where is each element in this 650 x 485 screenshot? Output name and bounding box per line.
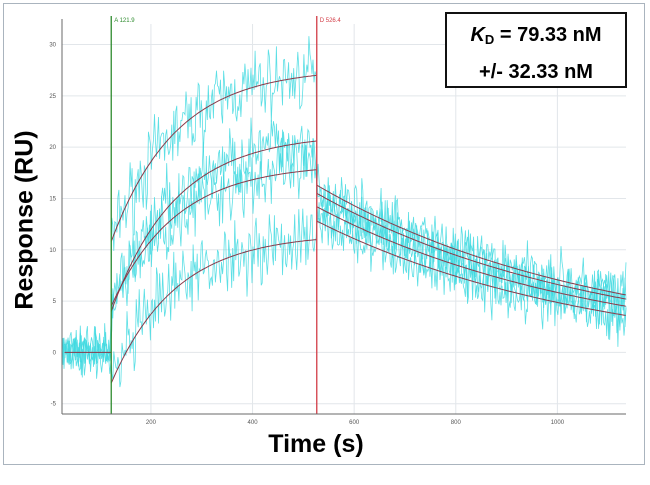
kd-annotation-box: KD = 79.33 nM +/- 32.33 nM: [445, 12, 627, 88]
association-marker-label: A 121.9: [114, 18, 135, 24]
raw-data-layer: [61, 36, 627, 388]
y-tick-label: 0: [53, 350, 57, 356]
fit-dissociation-4: [316, 220, 626, 316]
fit-dissociation-1: [316, 184, 626, 296]
y-tick-label: 5: [53, 299, 57, 305]
kd-value-line: KD = 79.33 nM: [447, 19, 625, 56]
kd-subscript: D: [484, 32, 495, 47]
x-axis-label: Time (s): [268, 430, 364, 458]
y-tick-label: -5: [51, 402, 57, 408]
kd-value: = 79.33 nM: [499, 24, 602, 46]
fit-dissociation-2: [316, 192, 626, 300]
kd-symbol: K: [470, 24, 485, 46]
y-axis-label: Response (RU): [10, 130, 39, 310]
raw-trace-4: [61, 202, 627, 388]
fit-association-3: [110, 140, 317, 312]
axis-layer: -5 0 5 10 15 20 25 30 200 400 600 800 1000: [49, 19, 626, 426]
marker-layer: A 121.9 D 526.4: [110, 16, 342, 414]
raw-trace-2: [61, 129, 627, 374]
fit-association-4: [110, 239, 317, 384]
x-tick-label: 400: [248, 420, 259, 426]
fit-curve-layer: [64, 74, 626, 384]
dissociation-marker-label: D 526.4: [320, 18, 342, 24]
kd-error: +/- 32.33 nM: [479, 61, 593, 83]
x-tick-label: 200: [146, 420, 157, 426]
x-tick-label: 800: [451, 420, 462, 426]
sensorgram-chart: A 121.9 D 526.4 -5 0 5 10 15 20 25 30 200 400 600 80…: [49, 16, 627, 426]
raw-trace-3: [61, 117, 627, 376]
fit-association-2: [110, 169, 317, 307]
y-tick-label: 10: [49, 248, 56, 254]
fit-association-1: [110, 74, 317, 242]
y-tick-label: 30: [49, 43, 56, 49]
y-tick-label: 20: [49, 145, 56, 151]
y-tick-label: 25: [49, 94, 56, 100]
y-tick-label: 15: [49, 196, 56, 202]
fit-dissociation-3: [316, 206, 626, 307]
x-tick-label: 600: [349, 420, 360, 426]
x-tick-label: 1000: [551, 420, 565, 426]
